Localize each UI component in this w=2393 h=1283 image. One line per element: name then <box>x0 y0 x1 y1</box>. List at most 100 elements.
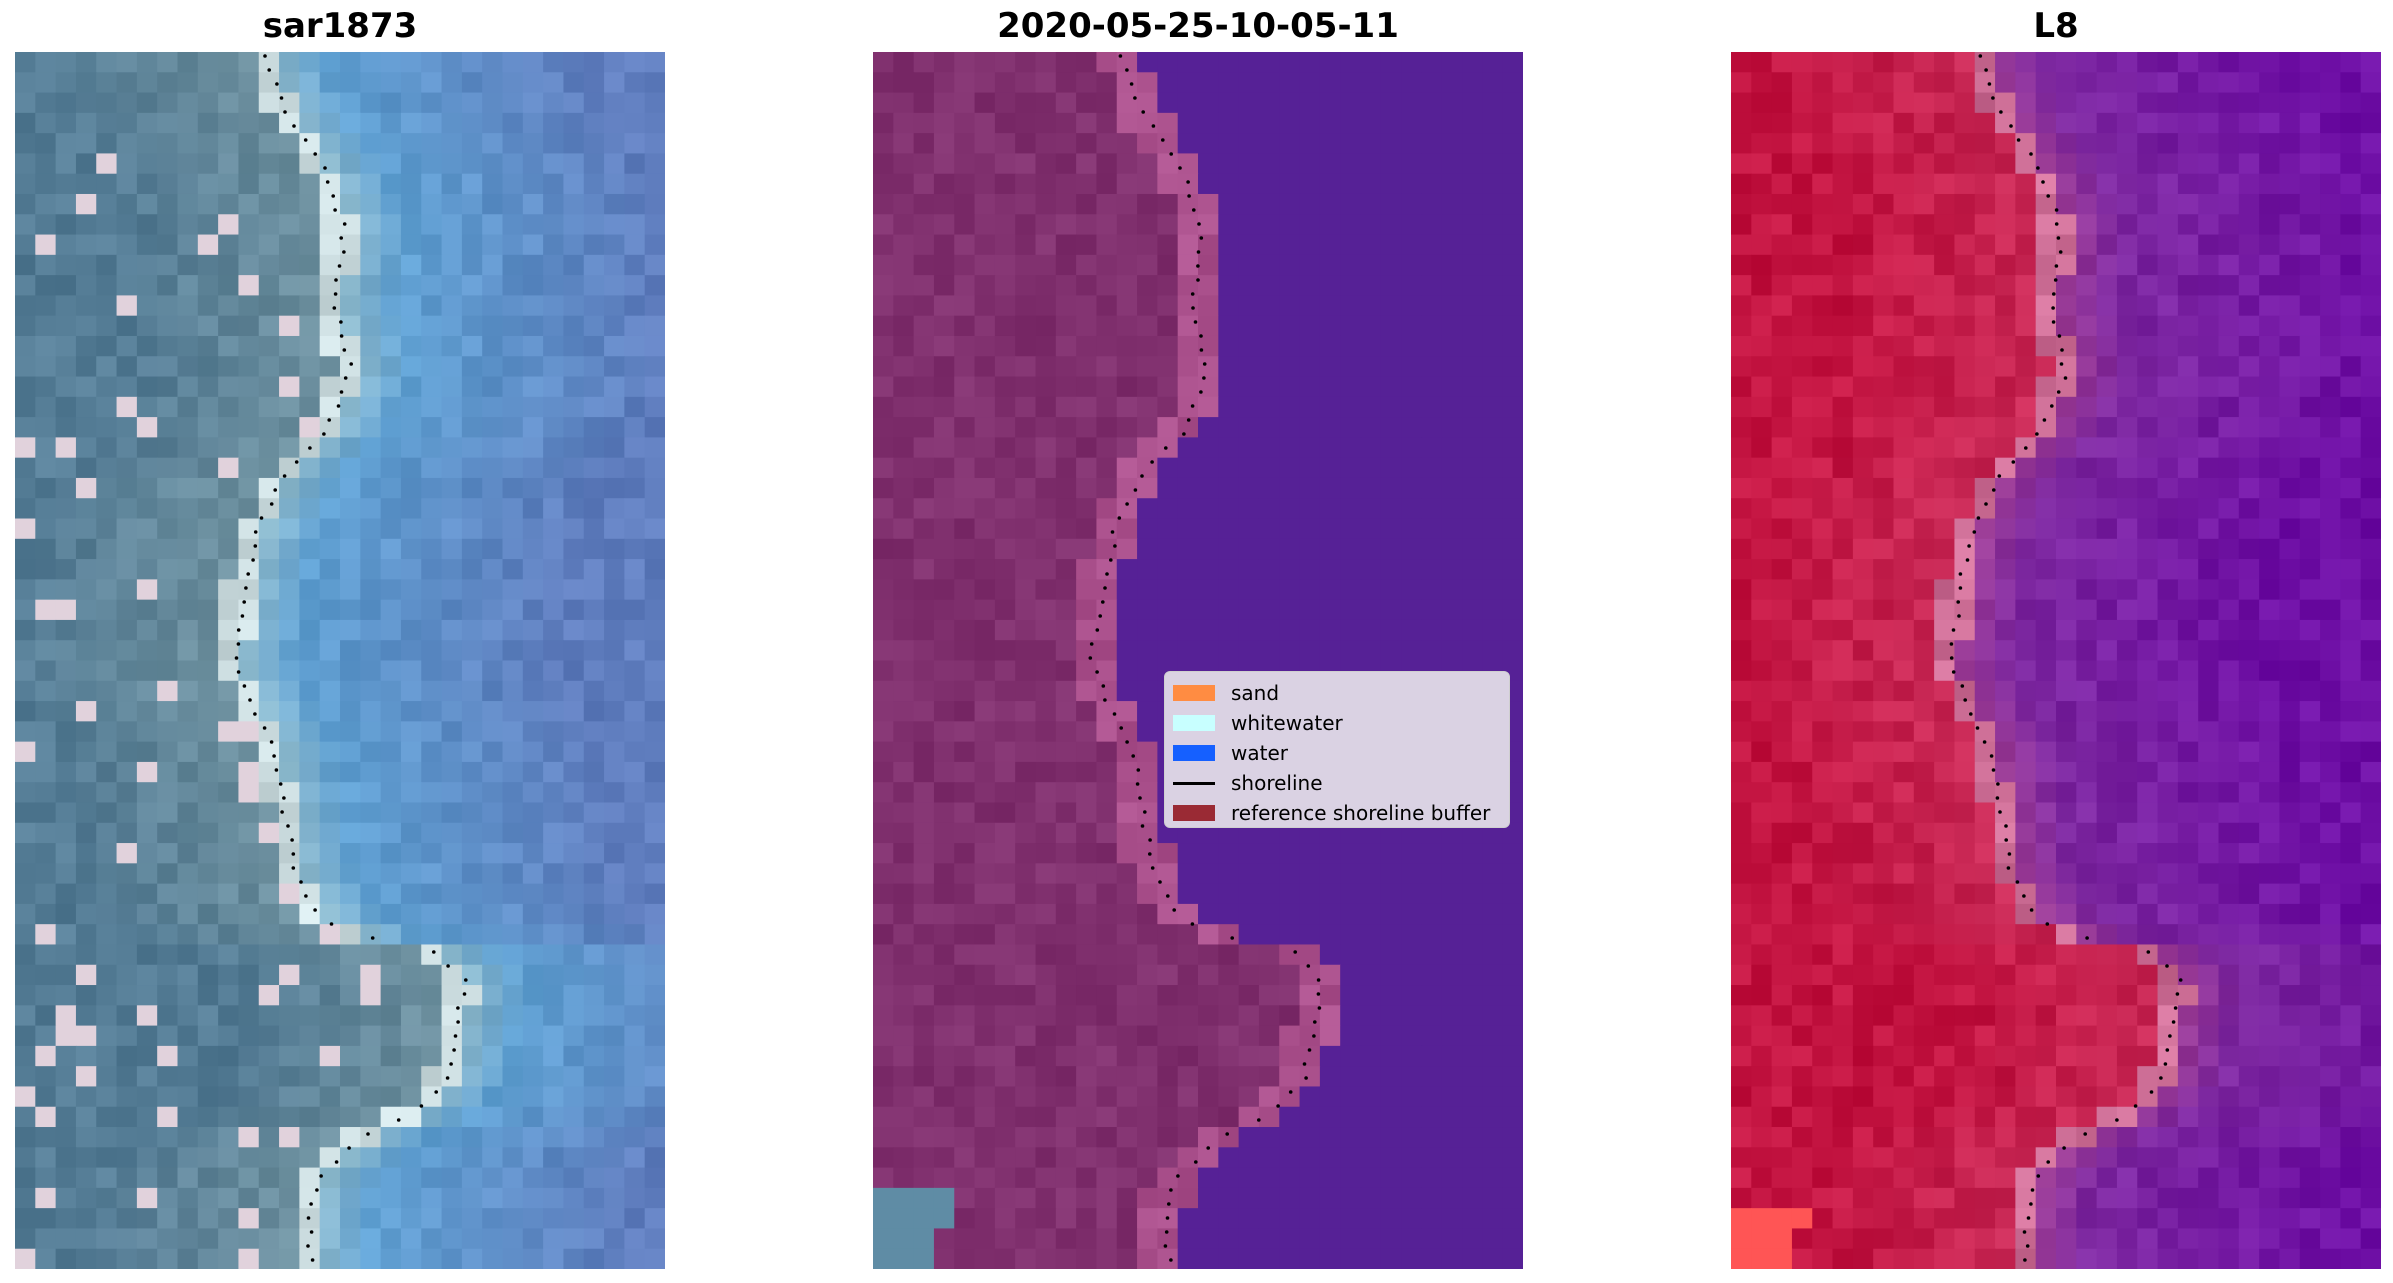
image-pixel <box>1198 903 1219 925</box>
image-pixel <box>1198 315 1219 337</box>
image-pixel <box>644 417 665 438</box>
image-pixel <box>543 1066 565 1088</box>
image-pixel <box>1995 660 2016 682</box>
image-pixel <box>2116 112 2138 134</box>
image-pixel <box>583 883 605 905</box>
image-pixel <box>624 924 646 946</box>
image-pixel <box>502 1106 524 1128</box>
image-pixel <box>1055 193 1077 215</box>
image-pixel <box>1299 1086 1321 1108</box>
image-pixel <box>1258 883 1280 905</box>
image-pixel <box>1198 863 1219 885</box>
image-pixel <box>157 903 179 925</box>
image-pixel <box>1096 356 1118 378</box>
image-pixel <box>340 498 361 520</box>
image-pixel <box>2320 457 2341 479</box>
image-pixel <box>583 254 605 276</box>
image-pixel <box>197 153 219 175</box>
image-pixel <box>218 538 240 560</box>
image-pixel <box>441 437 463 459</box>
image-pixel <box>441 964 463 986</box>
image-pixel <box>258 518 280 540</box>
shoreline-point <box>1186 418 1191 422</box>
image-pixel <box>35 356 57 378</box>
image-pixel <box>1035 1025 1057 1047</box>
image-pixel <box>55 822 77 844</box>
image-pixel <box>1995 315 2016 337</box>
image-pixel <box>1934 559 1956 580</box>
image-pixel <box>157 843 179 864</box>
image-pixel <box>624 802 646 824</box>
image-pixel <box>1360 924 1382 946</box>
image-pixel <box>55 761 77 783</box>
shoreline-point <box>325 180 330 184</box>
image-pixel <box>1137 356 1158 378</box>
image-pixel <box>2116 356 2138 378</box>
image-pixel <box>2299 457 2321 479</box>
image-pixel <box>197 1167 219 1189</box>
image-pixel <box>279 964 300 986</box>
image-pixel <box>35 741 57 763</box>
image-pixel <box>482 559 504 580</box>
image-pixel <box>1299 944 1321 966</box>
image-pixel <box>2218 559 2240 580</box>
image-pixel <box>1116 518 1138 540</box>
image-pixel <box>1279 315 1301 337</box>
image-pixel <box>2116 315 2138 337</box>
shoreline-point <box>262 726 267 730</box>
image-pixel <box>1076 1005 1098 1027</box>
image-pixel <box>1116 680 1138 702</box>
image-pixel <box>482 72 504 94</box>
image-pixel <box>1015 214 1037 236</box>
image-pixel <box>1055 153 1077 175</box>
image-pixel <box>360 92 382 114</box>
shoreline-point <box>456 1006 460 1010</box>
image-pixel <box>360 133 382 155</box>
image-pixel <box>2076 457 2098 479</box>
image-pixel <box>893 376 915 398</box>
image-pixel <box>893 477 915 499</box>
image-pixel <box>644 802 665 824</box>
image-pixel <box>2076 640 2098 662</box>
image-pixel <box>873 802 894 824</box>
image-pixel <box>177 1025 199 1047</box>
image-pixel <box>441 538 463 560</box>
image-pixel <box>55 1147 77 1169</box>
image-pixel <box>2137 417 2159 438</box>
image-pixel <box>482 295 504 317</box>
image-pixel <box>238 559 260 580</box>
image-pixel <box>1258 863 1280 885</box>
image-pixel <box>1380 964 1402 986</box>
image-pixel <box>583 1106 605 1128</box>
image-pixel <box>913 214 935 236</box>
image-pixel <box>502 153 524 175</box>
image-pixel <box>954 802 976 824</box>
image-pixel <box>583 1147 605 1169</box>
image-pixel <box>2177 559 2199 580</box>
image-pixel <box>1340 1025 1362 1047</box>
image-pixel <box>1832 477 1854 499</box>
image-pixel <box>218 1086 240 1108</box>
image-pixel <box>954 315 976 337</box>
image-pixel <box>994 457 1016 479</box>
image-pixel <box>380 721 402 743</box>
image-pixel <box>1360 335 1382 357</box>
image-pixel <box>157 1248 179 1269</box>
image-pixel <box>1258 964 1280 986</box>
image-pixel <box>1340 559 1362 580</box>
image-pixel <box>624 863 646 885</box>
image-pixel <box>15 1208 36 1230</box>
image-pixel <box>96 1187 118 1209</box>
image-pixel <box>994 863 1016 885</box>
image-pixel <box>1340 356 1362 378</box>
image-pixel <box>2056 153 2077 175</box>
image-pixel <box>583 721 605 743</box>
image-pixel <box>543 843 565 864</box>
image-pixel <box>15 518 36 540</box>
image-pixel <box>1279 437 1301 459</box>
image-pixel <box>893 234 915 256</box>
image-pixel <box>2299 518 2321 540</box>
image-pixel <box>2218 538 2240 560</box>
image-pixel <box>1177 538 1199 560</box>
image-pixel <box>340 457 361 479</box>
